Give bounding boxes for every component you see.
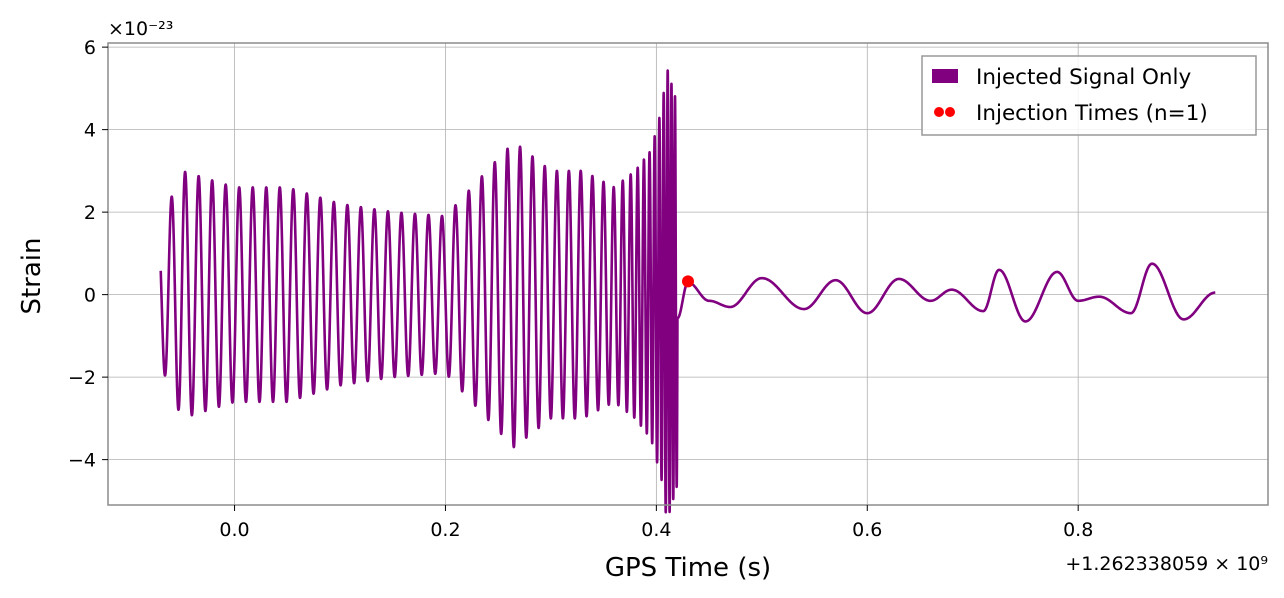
- x-offset-label: +1.262338059 × 10⁹: [1065, 553, 1268, 575]
- y-tick-label: 6: [84, 37, 96, 59]
- x-tick-label: 0.0: [219, 519, 249, 541]
- axis-ticks: 0.0 0.2 0.4 0.6 0.8 −4 −2 0 2 4 6: [68, 37, 1093, 541]
- x-axis-label: GPS Time (s): [605, 553, 771, 583]
- injection-time-point: [682, 275, 694, 288]
- legend-label-injection: Injection Times (n=1): [976, 101, 1208, 126]
- y-scale-label: ×10⁻²³: [108, 18, 173, 40]
- plot-area: [159, 69, 1216, 514]
- y-tick-label: −2: [68, 367, 96, 389]
- signal-line: [159, 69, 1216, 514]
- x-tick-label: 0.4: [641, 519, 671, 541]
- legend-swatch-signal: [932, 69, 958, 83]
- axes-frame: [107, 42, 1269, 506]
- y-tick-label: −4: [68, 450, 96, 472]
- legend-marker-injection-b: [945, 107, 955, 117]
- legend: Injected Signal Only Injection Times (n=…: [921, 55, 1257, 136]
- y-tick-label: 0: [84, 285, 96, 307]
- legend-label-signal: Injected Signal Only: [976, 65, 1192, 90]
- legend-marker-injection-a: [934, 107, 944, 117]
- y-axis-label: Strain: [17, 237, 47, 314]
- y-tick-label: 4: [84, 120, 96, 142]
- x-tick-label: 0.6: [852, 519, 882, 541]
- x-tick-label: 0.8: [1063, 519, 1093, 541]
- y-tick-label: 2: [84, 202, 96, 224]
- legend-box: [921, 55, 1257, 136]
- x-tick-label: 0.2: [430, 519, 460, 541]
